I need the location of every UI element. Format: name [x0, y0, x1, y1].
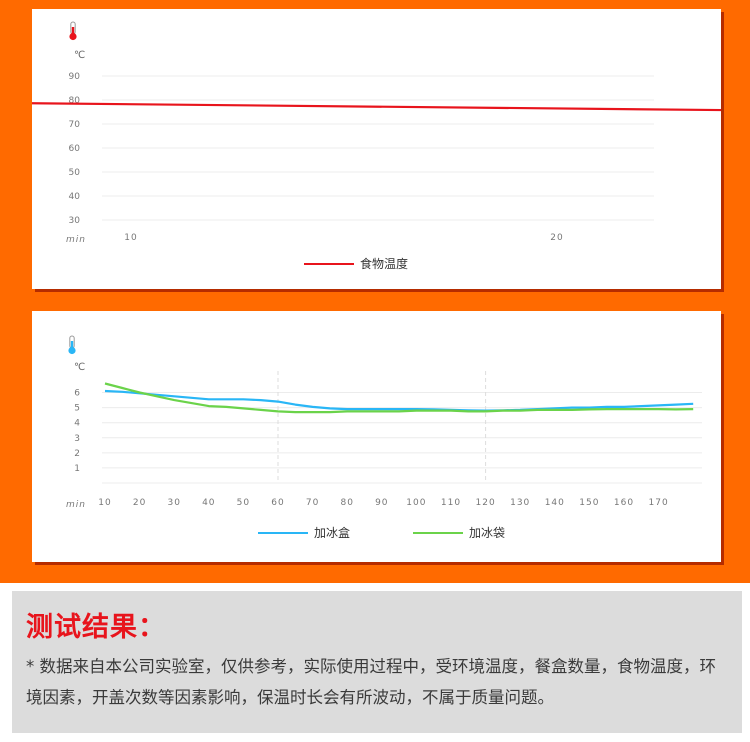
legend-label: 加冰袋: [469, 526, 505, 540]
x-tick-label: 70: [306, 498, 319, 508]
x-tick-label: 20: [550, 233, 563, 243]
y-tick-label: 30: [69, 216, 81, 226]
x-tick-label: 140: [545, 498, 565, 508]
y-tick-label: 1: [74, 464, 80, 474]
test-result-box: 测试结果： * 数据来自本公司实验室，仅供参考，实际使用过程中，受环境温度，餐盒…: [12, 591, 742, 733]
y-tick-label: 2: [74, 449, 80, 459]
x-tick-label: 20: [133, 498, 146, 508]
y-tick-label: 3: [74, 434, 80, 444]
thermometer-red-icon: [69, 21, 77, 41]
x-tick-label: 90: [375, 498, 388, 508]
y-tick-label: 6: [74, 389, 80, 399]
x-tick-label: 10: [98, 498, 111, 508]
x-tick-label: 60: [271, 498, 284, 508]
legend-label: 加冰盒: [314, 525, 350, 540]
thermometer-mercury: [70, 341, 74, 349]
thermometer-blue-icon: [68, 335, 76, 355]
y-tick-label: 4: [74, 419, 80, 429]
x-tick-label: 50: [237, 498, 250, 508]
footer-section: 测试结果： * 数据来自本公司实验室，仅供参考，实际使用过程中，受环境温度，餐盒…: [0, 583, 750, 742]
series-line-0: [32, 102, 721, 112]
legend-label: 食物温度: [360, 256, 408, 271]
y-tick-label: 70: [69, 120, 81, 130]
x-axis-label: min: [66, 235, 86, 245]
x-tick-label: 10: [124, 233, 137, 243]
thermometer-bulb: [69, 32, 77, 41]
x-tick-label: 100: [406, 498, 426, 508]
x-tick-label: 170: [649, 498, 669, 508]
series-line-0: [104, 389, 694, 412]
x-tick-label: 120: [476, 498, 496, 508]
x-tick-label: 110: [441, 498, 461, 508]
ice-cooling-chart-card: ℃ 1 2 3 4 5 6 10 20 30 40 50 60 70 80 90 100 110 120 130 140…: [32, 311, 721, 562]
y-tick-label: 90: [69, 72, 81, 82]
x-tick-label: 40: [202, 498, 215, 508]
y-tick-label: 60: [69, 144, 81, 154]
y-unit-label: ℃: [74, 50, 85, 61]
y-tick-label: 80: [69, 96, 81, 106]
test-result-title: 测试结果：: [26, 612, 166, 643]
thermometer-mercury: [71, 27, 75, 35]
series-line-1: [104, 382, 694, 414]
x-tick-label: 160: [614, 498, 634, 508]
x-tick-label: 80: [340, 498, 353, 508]
x-tick-label: 30: [167, 498, 180, 508]
thermometer-bulb: [68, 346, 76, 355]
food-temperature-chart-card: ℃304050607080901020304050607080901001101…: [32, 9, 721, 289]
ice-cooling-chart: ℃ 1 2 3 4 5 6 10 20 30 40 50 60 70 80 90 100 110 120 130 140…: [66, 335, 702, 540]
y-unit-label: ℃: [74, 362, 85, 373]
x-tick-label: 150: [579, 498, 599, 508]
x-axis-label: min: [66, 500, 86, 510]
y-tick-label: 40: [69, 192, 81, 202]
test-result-note: * 数据来自本公司实验室，仅供参考，实际使用过程中，受环境温度，餐盒数量，食物温…: [26, 657, 716, 707]
x-tick-label: 130: [510, 498, 530, 508]
y-tick-label: 5: [74, 404, 80, 414]
y-tick-label: 50: [69, 168, 81, 178]
food-temperature-chart: ℃304050607080901020304050607080901001101…: [32, 21, 721, 271]
